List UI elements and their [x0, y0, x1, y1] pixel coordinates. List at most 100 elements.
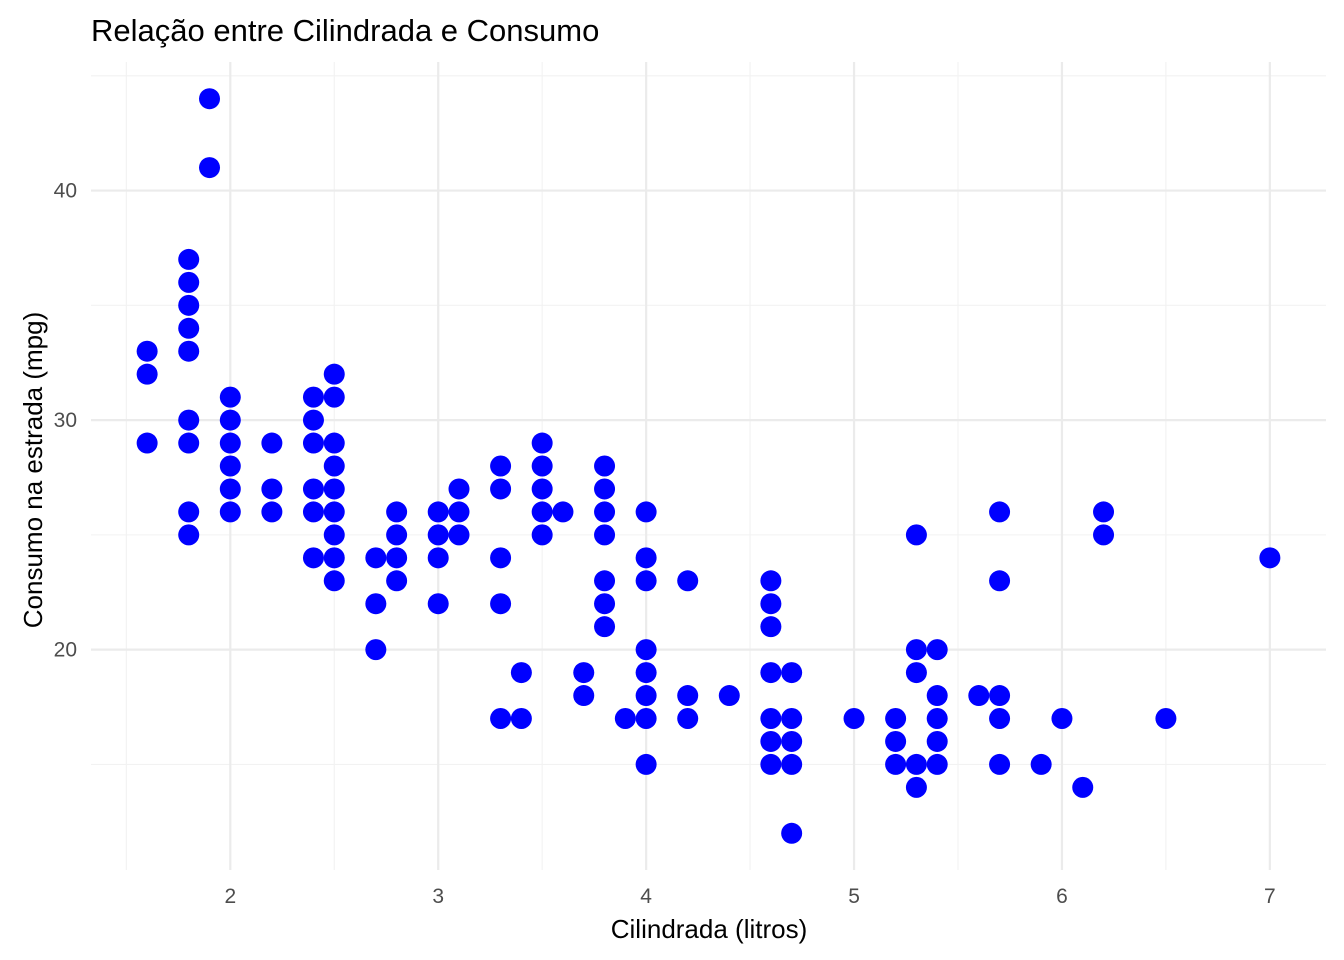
minor-gridlines: [91, 62, 1326, 870]
data-point: [677, 708, 699, 729]
data-point: [261, 501, 283, 523]
data-point: [136, 340, 158, 362]
data-point: [594, 524, 616, 546]
y-tick-label: 30: [54, 409, 77, 432]
data-point: [635, 570, 657, 592]
data-point: [594, 570, 616, 592]
data-point: [843, 708, 865, 729]
chart-title: Relação entre Cilindrada e Consumo: [91, 13, 599, 48]
data-point: [323, 386, 345, 408]
data-point: [302, 409, 324, 431]
data-point: [323, 547, 345, 569]
data-point: [531, 501, 553, 523]
data-point: [926, 639, 948, 661]
data-point: [302, 478, 324, 500]
x-axis-title: Cilindrada (litros): [611, 914, 808, 944]
data-point: [136, 432, 158, 454]
data-point: [885, 753, 907, 775]
data-point: [178, 317, 200, 339]
data-point: [573, 662, 595, 684]
data-point: [531, 478, 553, 500]
data-point: [178, 501, 200, 523]
data-point: [490, 478, 512, 500]
data-point: [989, 570, 1011, 592]
data-point: [219, 478, 241, 500]
data-point: [989, 708, 1011, 729]
data-point: [302, 501, 324, 523]
data-point: [1259, 547, 1281, 569]
data-point: [989, 753, 1011, 775]
data-point: [219, 501, 241, 523]
data-point: [386, 547, 408, 569]
data-point: [1093, 501, 1115, 523]
data-point: [219, 409, 241, 431]
data-point: [178, 248, 200, 270]
data-point: [490, 547, 512, 569]
data-point: [448, 478, 470, 500]
data-point: [302, 547, 324, 569]
x-tick-label: 2: [224, 885, 236, 908]
data-point: [885, 730, 907, 752]
data-point: [178, 294, 200, 316]
data-point: [760, 730, 782, 752]
data-point: [178, 409, 200, 431]
data-point: [760, 753, 782, 775]
data-point: [614, 708, 636, 729]
data-point: [531, 524, 553, 546]
data-point: [448, 501, 470, 523]
data-point: [635, 501, 657, 523]
x-tick-label: 7: [1264, 885, 1276, 908]
data-point: [178, 524, 200, 546]
data-point: [323, 570, 345, 592]
data-point: [905, 662, 927, 684]
data-point: [760, 662, 782, 684]
data-point: [781, 708, 803, 729]
data-point: [510, 662, 532, 684]
data-point: [989, 685, 1011, 707]
data-point: [760, 570, 782, 592]
data-point: [323, 501, 345, 523]
data-point: [386, 524, 408, 546]
data-point: [386, 570, 408, 592]
data-point: [677, 685, 699, 707]
data-point: [490, 708, 512, 729]
data-point: [199, 157, 221, 179]
data-point: [323, 432, 345, 454]
major-gridlines: [91, 62, 1326, 870]
data-point: [490, 455, 512, 477]
data-point: [1030, 753, 1052, 775]
data-point: [926, 730, 948, 752]
data-point: [573, 685, 595, 707]
data-point: [781, 753, 803, 775]
data-point: [594, 593, 616, 615]
x-tick-label: 5: [848, 885, 860, 908]
data-point: [136, 363, 158, 385]
y-axis-title: Consumo na estrada (mpg): [18, 312, 48, 628]
data-point: [490, 593, 512, 615]
data-point: [594, 616, 616, 638]
data-point: [781, 822, 803, 844]
data-point: [178, 340, 200, 362]
data-point: [926, 685, 948, 707]
data-point: [1072, 776, 1094, 798]
data-point: [1155, 708, 1177, 729]
data-point: [427, 547, 449, 569]
x-tick-label: 4: [640, 885, 652, 908]
data-point: [718, 685, 740, 707]
data-point: [781, 662, 803, 684]
data-point: [781, 730, 803, 752]
data-point: [594, 478, 616, 500]
data-point: [302, 386, 324, 408]
data-point: [635, 662, 657, 684]
data-point: [302, 432, 324, 454]
data-point: [1093, 524, 1115, 546]
data-point: [178, 432, 200, 454]
data-point: [926, 753, 948, 775]
data-point: [635, 708, 657, 729]
data-point: [677, 570, 699, 592]
data-point: [323, 524, 345, 546]
data-point: [219, 386, 241, 408]
data-point: [635, 753, 657, 775]
data-point: [531, 432, 553, 454]
data-point: [219, 455, 241, 477]
